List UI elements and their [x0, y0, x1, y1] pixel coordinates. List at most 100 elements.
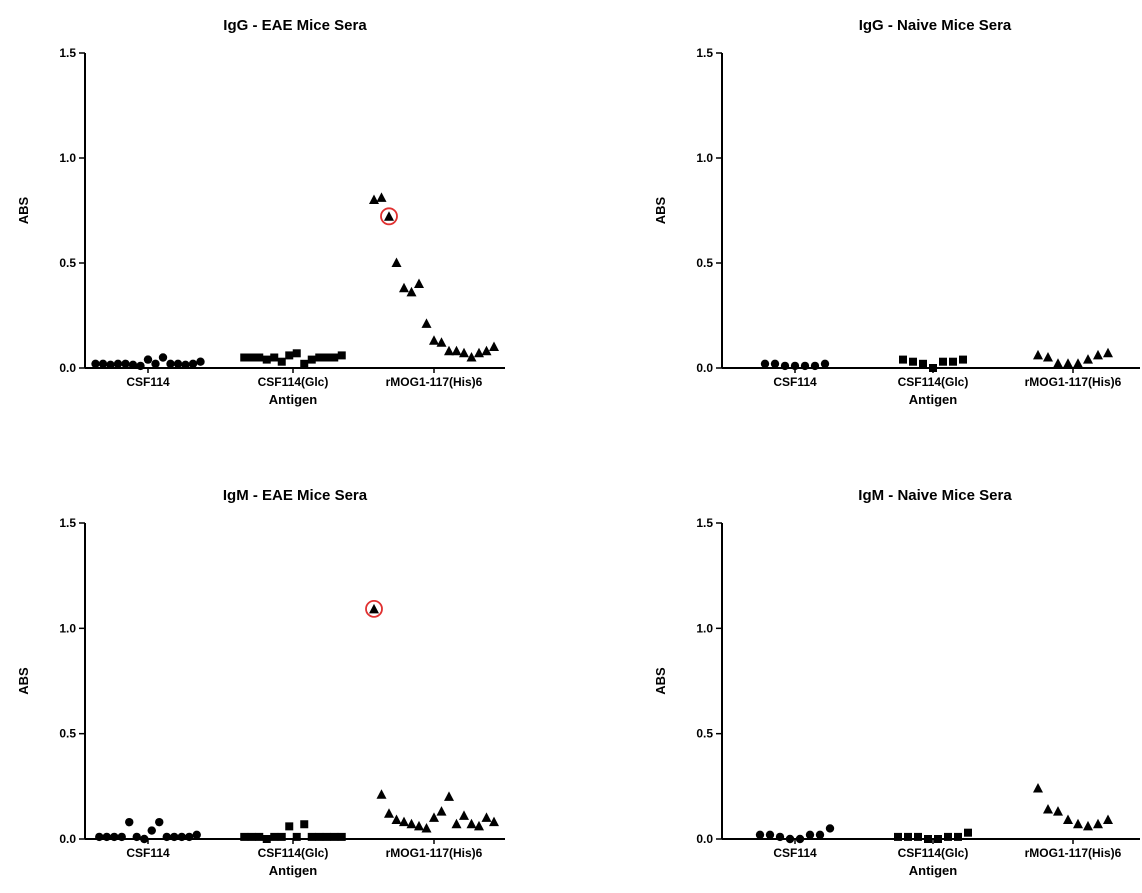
- data-point-triangle: [1053, 358, 1063, 368]
- data-point-circle: [192, 830, 201, 839]
- data-point-triangle: [421, 318, 432, 328]
- data-point-circle: [143, 355, 153, 364]
- data-point-square: [255, 353, 264, 362]
- y-tick-label: 1.5: [59, 516, 76, 530]
- data-point-circle: [117, 832, 126, 842]
- data-point-circle: [132, 832, 141, 842]
- x-axis-label: Antigen: [269, 392, 317, 407]
- data-point-triangle: [429, 335, 439, 345]
- data-point-triangle: [1033, 782, 1043, 793]
- data-point-square: [285, 351, 294, 360]
- data-point-circle: [770, 359, 780, 368]
- y-axis-label: ABS: [16, 196, 31, 224]
- y-tick-label: 1.0: [696, 621, 713, 635]
- x-tick-label: CSF114: [126, 375, 170, 389]
- data-point-triangle: [481, 812, 492, 822]
- data-point-triangle: [481, 345, 492, 356]
- data-point-triangle: [1103, 814, 1113, 825]
- x-tick-label: CSF114(Glc): [258, 846, 329, 860]
- y-tick-label: 1.0: [59, 151, 76, 165]
- data-point-square: [307, 355, 316, 364]
- data-point-triangle: [406, 286, 417, 297]
- data-point-circle: [177, 832, 186, 842]
- data-point-triangle: [369, 194, 379, 204]
- panel-4: IgM - Naive Mice Sera 0.0 0.5 1.0 1.5 ABS CSF1…: [653, 487, 1140, 878]
- data-point-square: [909, 357, 917, 366]
- data-point-circle: [810, 361, 820, 371]
- data-point-circle: [110, 832, 119, 842]
- data-point-square: [277, 357, 286, 366]
- y-tick-label: 0.0: [696, 361, 713, 375]
- data-point-circle: [125, 817, 134, 827]
- data-point-circle: [128, 360, 138, 370]
- data-point-triangle: [1093, 818, 1103, 829]
- data-point-circle: [106, 360, 115, 370]
- data-point-square: [285, 822, 294, 831]
- data-point-square: [954, 832, 962, 841]
- data-point-circle: [185, 832, 194, 842]
- data-point-triangle: [1083, 354, 1093, 364]
- data-point-square: [929, 364, 937, 372]
- data-point-circle: [780, 361, 790, 371]
- x-tick-label: CSF114(Glc): [898, 375, 969, 389]
- chart-title: IgG - EAE Mice Sera: [223, 17, 367, 34]
- data-point-circle: [91, 359, 100, 368]
- x-tick-label: CSF114: [773, 375, 817, 389]
- data-point-triangle: [376, 192, 387, 202]
- data-point-circle: [800, 361, 810, 371]
- y-axis-label: ABS: [16, 667, 31, 695]
- data-point-triangle: [429, 812, 439, 822]
- data-point-triangle: [451, 818, 462, 829]
- x-tick-label: CSF114: [126, 846, 170, 860]
- data-point-triangle: [406, 818, 417, 829]
- data-point-square: [914, 832, 922, 841]
- y-tick-label: 0.0: [59, 361, 76, 375]
- y-tick-label: 1.5: [696, 516, 713, 530]
- data-point-triangle: [1083, 820, 1093, 831]
- x-axis-label: Antigen: [909, 863, 957, 878]
- data-point-circle: [805, 830, 815, 839]
- data-point-square: [247, 353, 256, 362]
- data-point-triangle: [1093, 349, 1103, 360]
- data-point-circle: [98, 359, 108, 368]
- data-point-circle: [136, 361, 145, 371]
- data-point-triangle: [399, 816, 409, 827]
- data-point-square: [899, 355, 907, 364]
- data-point-circle: [188, 359, 198, 368]
- data-point-square: [919, 359, 927, 368]
- data-point-square: [934, 835, 942, 843]
- panel-2: IgG - Naive Mice Sera 0.0 0.5 1.0 1.5 ABS CSF1…: [653, 17, 1140, 407]
- data-point-square: [315, 832, 324, 841]
- data-point-circle: [765, 830, 775, 839]
- y-tick-label: 1.5: [696, 46, 713, 60]
- x-tick-label: rMOG1-117(His)6: [1025, 846, 1122, 860]
- data-point-square: [894, 832, 902, 841]
- data-point-circle: [162, 832, 171, 842]
- y-tick-label: 1.0: [696, 151, 713, 165]
- data-point-circle: [775, 832, 785, 842]
- data-point-square: [959, 355, 967, 364]
- data-point-square: [292, 349, 301, 358]
- data-point-triangle: [1033, 349, 1043, 360]
- data-point-circle: [825, 824, 835, 833]
- data-point-circle: [785, 834, 795, 844]
- data-point-circle: [181, 360, 190, 370]
- y-tick-label: 1.5: [59, 46, 76, 60]
- y-axis-label: ABS: [653, 196, 668, 224]
- data-point-triangle: [459, 347, 469, 358]
- y-tick-label: 0.0: [696, 832, 713, 846]
- data-point-square: [322, 832, 331, 841]
- data-point-triangle: [444, 791, 454, 801]
- data-point-square: [247, 832, 256, 841]
- data-point-triangle: [466, 352, 477, 362]
- data-point-square: [949, 357, 957, 366]
- data-point-circle: [755, 830, 765, 839]
- data-point-square: [270, 353, 279, 362]
- panel-1: IgG - EAE Mice Sera 0.0 0.5 1.0 1.5 ABS CSF114…: [16, 17, 505, 407]
- data-point-circle: [140, 834, 149, 844]
- data-point-triangle: [1063, 814, 1073, 825]
- chart-title: IgM - EAE Mice Sera: [223, 487, 368, 504]
- data-point-triangle: [391, 814, 402, 825]
- data-point-square: [300, 820, 309, 829]
